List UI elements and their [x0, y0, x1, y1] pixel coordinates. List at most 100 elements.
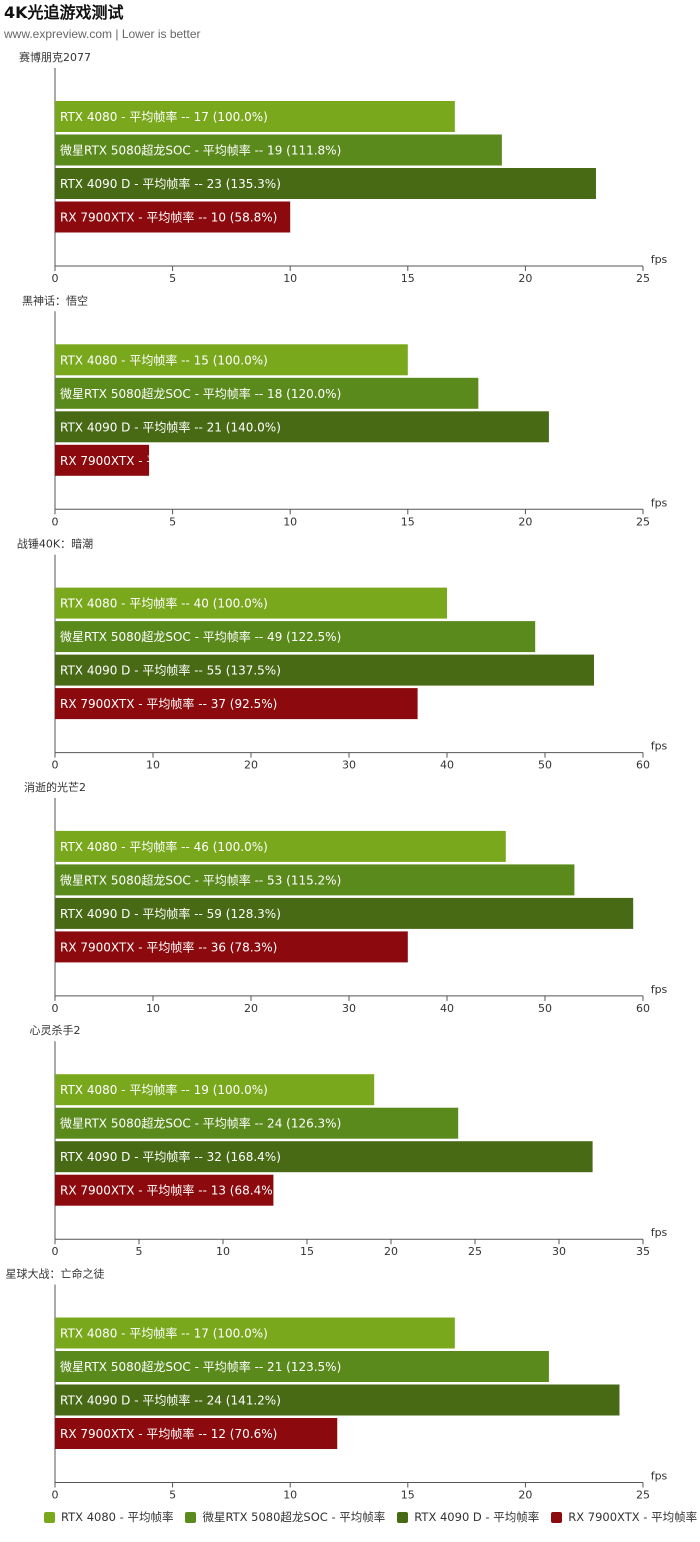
chart-legend: RTX 4080 - 平均帧率 微星RTX 5080超龙SOC - 平均帧率 RTX…	[44, 1507, 698, 1527]
bar	[55, 134, 502, 166]
legend-label: RTX 4080 - 平均帧率	[61, 1510, 174, 1524]
x-tick-label: 5	[169, 515, 176, 528]
legend-label: 微星RTX 5080超龙SOC - 平均帧率	[202, 1510, 386, 1524]
x-tick-label: 20	[518, 272, 532, 285]
bar	[55, 377, 479, 409]
bar-label: 微星RTX 5080超龙SOC - 平均帧率 -- 21 (123.5%)	[60, 1359, 341, 1374]
x-tick-label: 25	[636, 272, 650, 285]
bar-label: RX 7900XTX - 平均帧率 -- 36 (78.3%)	[60, 939, 277, 954]
bar	[55, 1174, 274, 1206]
x-tick-label: 0	[52, 1489, 59, 1502]
bar	[55, 1107, 459, 1139]
chart-title: 消逝的光芒2	[24, 780, 86, 794]
x-tick-label: 20	[518, 1489, 532, 1502]
x-tick-label: 10	[146, 1002, 160, 1015]
bar	[55, 444, 150, 476]
x-tick-label: 10	[283, 272, 297, 285]
bar-label: RTX 4080 - 平均帧率 -- 15 (100.0%)	[60, 352, 268, 367]
x-axis-label: fps	[651, 1470, 668, 1483]
bar-label: RTX 4080 - 平均帧率 -- 40 (100.0%)	[60, 596, 268, 611]
bar-label: RTX 4090 D - 平均帧率 -- 21 (140.0%)	[60, 419, 281, 434]
chart-title: 黑神话：悟空	[22, 293, 88, 307]
chart-title: 赛博朋克2077	[19, 50, 91, 64]
legend-label: RTX 4090 D - 平均帧率	[414, 1510, 540, 1524]
bar	[55, 101, 455, 132]
legend-swatch	[397, 1511, 409, 1523]
bar-label: RTX 4090 D - 平均帧率 -- 24 (141.2%)	[60, 1393, 281, 1408]
bar-label: 微星RTX 5080超龙SOC - 平均帧率 -- 53 (115.2%)	[60, 872, 341, 887]
bar-label: 微星RTX 5080超龙SOC - 平均帧率 -- 19 (111.8%)	[60, 143, 341, 158]
x-tick-label: 25	[636, 1489, 650, 1502]
bar	[55, 1141, 593, 1173]
legend-item: RTX 4080 - 平均帧率	[44, 1509, 173, 1525]
bar	[55, 830, 506, 862]
x-tick-label: 40	[440, 759, 454, 772]
page-title: 4K光追游戏测试	[4, 3, 124, 22]
bar-label: 微星RTX 5080超龙SOC - 平均帧率 -- 49 (122.5%)	[60, 629, 341, 644]
bar-label: RTX 4090 D - 平均帧率 -- 55 (137.5%)	[60, 663, 281, 678]
x-tick-label: 5	[169, 272, 176, 285]
x-axis-label: fps	[651, 983, 668, 996]
bar-label: RX 7900XTX - 平均帧率 -- 13 (68.4%)	[60, 1183, 277, 1198]
bar-label: RX 7900XTX - 平均帧率 -- 10 (58.8%)	[60, 210, 277, 225]
x-axis-label: fps	[651, 496, 668, 509]
bar	[55, 1074, 375, 1106]
x-tick-label: 10	[283, 515, 297, 528]
x-tick-label: 10	[283, 1489, 297, 1502]
legend-label: RX 7900XTX - 平均帧率	[568, 1510, 698, 1524]
bar-label: RTX 4080 - 平均帧率 -- 46 (100.0%)	[60, 839, 268, 854]
bar	[55, 688, 418, 720]
bar	[55, 897, 634, 929]
bar	[55, 931, 408, 963]
bar-label: RX 7900XTX - 平均帧率 -- 4 (26.7%)	[60, 453, 270, 468]
bar	[55, 587, 447, 619]
bar-label: 微星RTX 5080超龙SOC - 平均帧率 -- 18 (120.0%)	[60, 386, 341, 401]
x-tick-label: 5	[136, 1245, 143, 1258]
bar-label: RTX 4090 D - 平均帧率 -- 23 (135.3%)	[60, 176, 281, 191]
x-tick-label: 20	[244, 1002, 258, 1015]
x-tick-label: 60	[636, 1002, 650, 1015]
bar	[55, 654, 594, 686]
x-tick-label: 15	[300, 1245, 314, 1258]
x-tick-label: 0	[52, 1245, 59, 1258]
x-tick-label: 30	[552, 1245, 566, 1258]
bar-label: RTX 4080 - 平均帧率 -- 19 (100.0%)	[60, 1082, 268, 1097]
bar	[55, 1317, 455, 1349]
x-tick-label: 10	[216, 1245, 230, 1258]
bar	[55, 864, 575, 896]
bar	[55, 411, 549, 443]
chart-title: 战锤40K：暗潮	[17, 537, 93, 551]
x-tick-label: 50	[538, 1002, 552, 1015]
bar	[55, 621, 536, 653]
x-axis-label: fps	[651, 740, 668, 753]
x-tick-label: 15	[401, 515, 415, 528]
x-tick-label: 0	[52, 272, 59, 285]
x-tick-label: 20	[518, 515, 532, 528]
bar	[55, 1384, 620, 1416]
chart-header: 4K光追游戏测试 www.expreview.com | Lower is be…	[4, 2, 694, 43]
x-tick-label: 60	[636, 759, 650, 772]
bar-label: RX 7900XTX - 平均帧率 -- 12 (70.6%)	[60, 1426, 277, 1441]
legend-item: RTX 4090 D - 平均帧率	[397, 1509, 539, 1525]
x-tick-label: 10	[146, 759, 160, 772]
x-tick-label: 30	[342, 759, 356, 772]
legend-swatch	[44, 1511, 55, 1523]
x-tick-label: 5	[169, 1489, 176, 1502]
x-tick-label: 15	[401, 1489, 415, 1502]
bar	[55, 344, 408, 376]
bar	[55, 168, 596, 199]
chart-title: 心灵杀手2	[30, 1023, 81, 1037]
x-axis-label: fps	[651, 1226, 668, 1239]
x-tick-label: 40	[440, 1002, 454, 1015]
x-tick-label: 25	[468, 1245, 482, 1258]
x-tick-label: 0	[52, 1002, 59, 1015]
x-axis-label: fps	[651, 253, 668, 266]
legend-swatch	[185, 1511, 197, 1523]
page-subtitle: www.expreview.com | Lower is better	[4, 27, 201, 41]
bar-label: RTX 4080 - 平均帧率 -- 17 (100.0%)	[60, 1326, 268, 1341]
